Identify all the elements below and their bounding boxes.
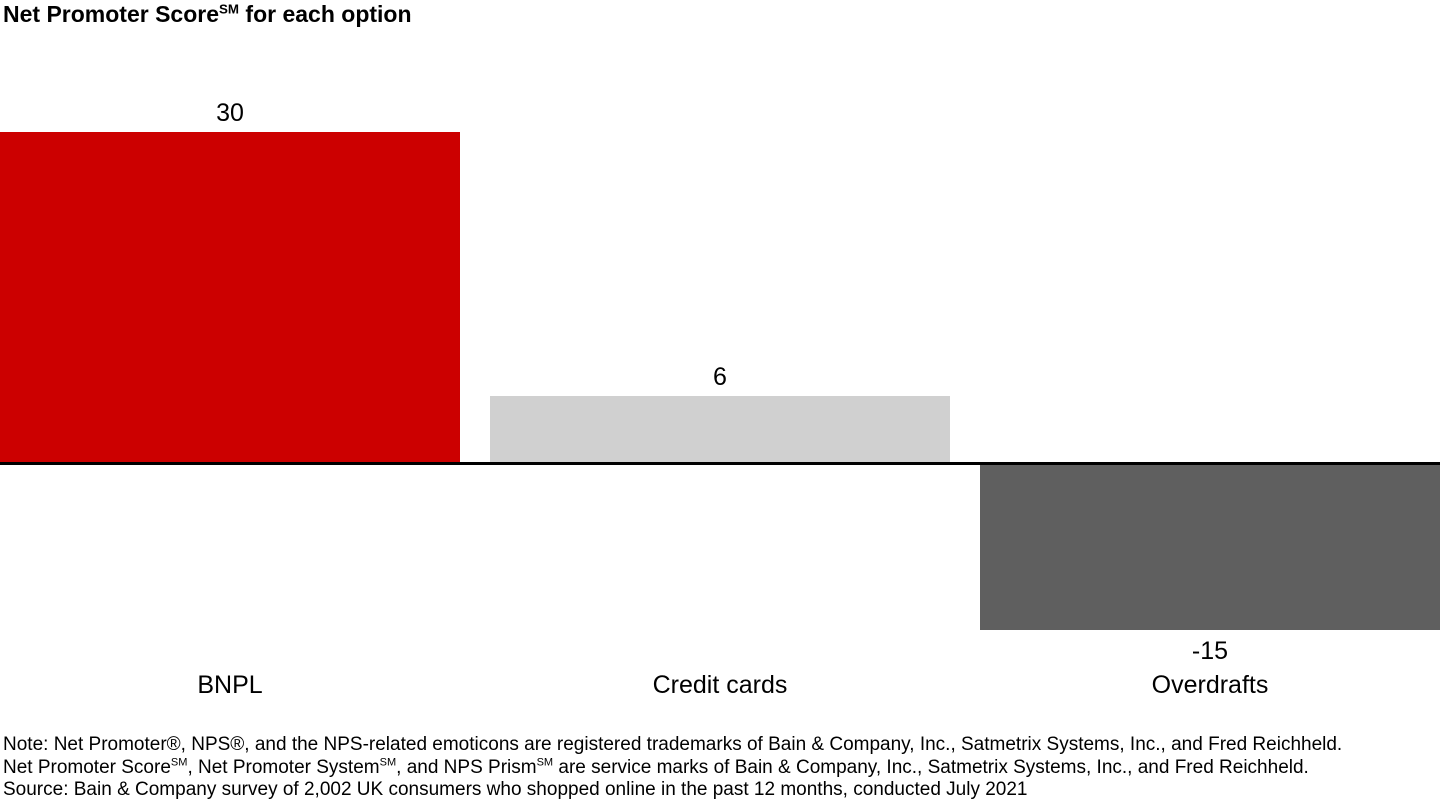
chart-title: Net Promoter ScoreSM for each option (3, 1, 412, 28)
category-label-bnpl: BNPL (197, 671, 263, 699)
bar-chart: 30 BNPL 6 Credit cards -15 Overdrafts (0, 99, 1440, 699)
chart-title-part-0: Net Promoter Score (3, 1, 220, 27)
footline-1-part-2: , Net Promoter System (187, 756, 380, 778)
footline-1-part-6: are service marks of Bain & Company, Inc… (553, 756, 1309, 778)
bar-credit-cards (490, 396, 950, 462)
category-label-credit-cards: Credit cards (652, 671, 788, 699)
category-label-overdrafts: Overdrafts (1151, 671, 1269, 699)
value-label-overdrafts: -15 (1191, 637, 1229, 665)
value-label-credit-cards: 6 (713, 363, 727, 391)
bar-bnpl (0, 132, 460, 462)
footline-0-part-0: Note: Net Promoter®, NPS®, and the NPS-r… (3, 734, 1343, 755)
footline-1-part-4: , and NPS Prism (396, 756, 537, 778)
footline-1-part-1: SM (170, 756, 188, 769)
footline-1-part-3: SM (379, 756, 397, 769)
zero-axis-line (0, 462, 1440, 465)
chart-title-part-2: for each option (239, 1, 412, 27)
value-label-bnpl: 30 (216, 99, 244, 127)
note-line-2: Net Promoter ScoreSM, Net Promoter Syste… (3, 757, 1440, 780)
chart-title-part-1: SM (219, 1, 240, 17)
footline-1-part-0: Net Promoter Score (3, 756, 171, 778)
footnotes: Note: Net Promoter®, NPS®, and the NPS-r… (3, 734, 1440, 802)
bar-overdrafts (980, 465, 1440, 630)
footline-1-part-5: SM (536, 756, 554, 769)
note-line-1: Note: Net Promoter®, NPS®, and the NPS-r… (3, 734, 1440, 757)
footline-2-part-0: Source: Bain & Company survey of 2,002 U… (3, 779, 1028, 800)
source-line: Source: Bain & Company survey of 2,002 U… (3, 779, 1440, 802)
